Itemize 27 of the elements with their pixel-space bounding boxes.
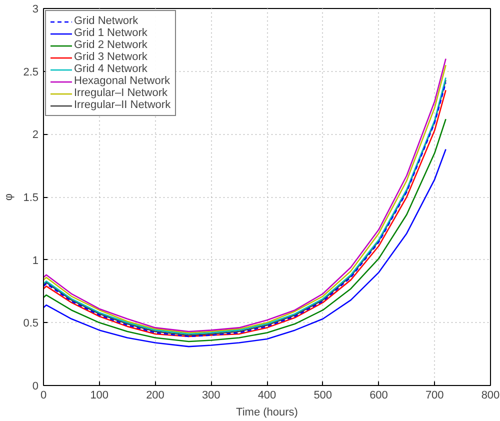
y-tick-label: 2 <box>32 129 39 142</box>
y-tick-label: 1.5 <box>23 192 39 204</box>
legend-label: Irregular–II Network <box>74 99 171 111</box>
y-tick-label: 1 <box>32 254 39 267</box>
x-tick-label: 400 <box>258 390 276 402</box>
x-tick-label: 800 <box>481 390 500 402</box>
x-tick-label: 600 <box>370 390 388 402</box>
y-tick-label: 2.5 <box>23 66 39 78</box>
x-tick-label: 0 <box>40 390 47 402</box>
legend-label: Hexagonal Network <box>74 75 170 87</box>
x-tick-label: 200 <box>146 390 164 402</box>
y-tick-label: 0.5 <box>23 318 39 330</box>
legend-label: Grid 3 Network <box>74 51 148 63</box>
legend-label: Grid 2 Network <box>74 39 148 51</box>
y-tick-label: 3 <box>32 4 39 16</box>
x-tick-label: 700 <box>425 390 444 402</box>
y-axis-title: φ <box>3 193 16 201</box>
x-tick-label: 500 <box>314 390 332 402</box>
legend-label: Grid 1 Network <box>74 27 148 39</box>
x-axis-title: Time (hours) <box>236 406 298 418</box>
x-tick-label: 100 <box>90 390 109 402</box>
legend-label: Irregular–I Network <box>74 87 168 99</box>
line-series <box>44 148 446 348</box>
x-tick-label: 300 <box>202 390 220 402</box>
y-tick-label: 0 <box>32 380 39 392</box>
legend-label: Grid Network <box>74 15 138 27</box>
legend-label: Grid 4 Network <box>74 63 148 75</box>
